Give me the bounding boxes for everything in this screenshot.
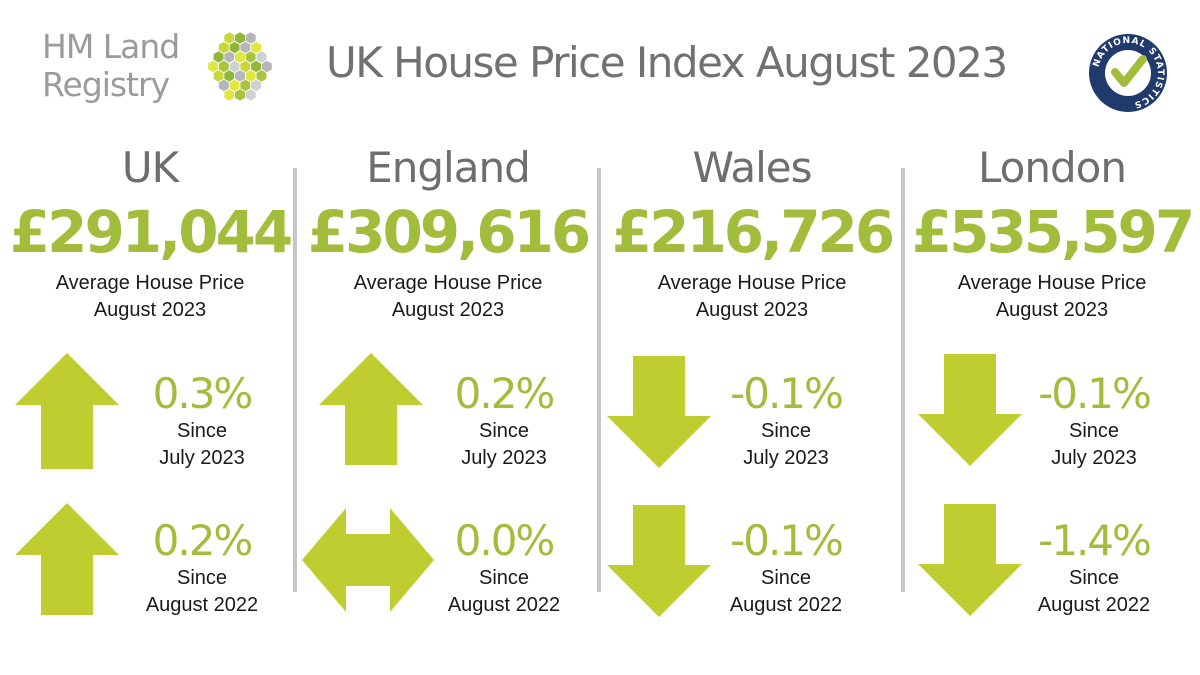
since-line2: July 2023 bbox=[461, 447, 547, 469]
price-label-line2: August 2023 bbox=[995, 299, 1109, 321]
region-column-uk: UK £291,044 Average House Price August 2… bbox=[0, 0, 300, 675]
average-price: £309,616 bbox=[307, 198, 592, 266]
since-line1: Since bbox=[478, 420, 530, 442]
price-label-line1: Average House Price bbox=[657, 272, 847, 294]
national-statistics-badge: NATIONAL STATISTICS bbox=[1089, 34, 1167, 112]
arrow-down-icon bbox=[918, 504, 1022, 616]
arrow-up-icon bbox=[15, 503, 119, 615]
average-price: £216,726 bbox=[611, 198, 896, 266]
annual-change: 0.0% Since August 2022 bbox=[424, 517, 584, 619]
arrow-up-icon bbox=[15, 353, 119, 469]
since-line2: August 2022 bbox=[729, 594, 843, 616]
price-label-line1: Average House Price bbox=[957, 272, 1147, 294]
average-price: £535,597 bbox=[911, 198, 1196, 266]
column-divider bbox=[901, 168, 905, 592]
arrow-down-icon bbox=[607, 505, 711, 617]
since-line1: Since bbox=[478, 567, 530, 589]
arrow-up-icon bbox=[319, 353, 423, 465]
since-line1: Since bbox=[760, 567, 812, 589]
price-label: Average House Price August 2023 bbox=[902, 270, 1200, 324]
average-price: £291,044 bbox=[9, 198, 294, 266]
logo-hexagon bbox=[245, 88, 257, 102]
price-label-line2: August 2023 bbox=[93, 299, 207, 321]
annual-change: 0.2% Since August 2022 bbox=[122, 517, 282, 619]
region-name: Wales bbox=[692, 143, 813, 192]
region-name: UK bbox=[121, 143, 179, 192]
price-label-line1: Average House Price bbox=[55, 272, 245, 294]
arrow-down-icon bbox=[607, 356, 711, 468]
since-line2: July 2023 bbox=[159, 447, 245, 469]
since-line2: August 2022 bbox=[1037, 594, 1151, 616]
region-name: England bbox=[366, 143, 531, 192]
since-line1: Since bbox=[1068, 420, 1120, 442]
monthly-change-value: 0.3% bbox=[152, 369, 254, 418]
price-label-line2: August 2023 bbox=[391, 299, 505, 321]
hex-cluster-logo bbox=[207, 31, 273, 102]
region-name: London bbox=[978, 143, 1127, 192]
arrow-down-icon bbox=[918, 354, 1022, 466]
annual-change-value: -0.1% bbox=[730, 516, 844, 565]
price-label-line2: August 2023 bbox=[695, 299, 809, 321]
annual-change: -0.1% Since August 2022 bbox=[706, 517, 866, 619]
column-divider bbox=[597, 168, 601, 592]
price-label-line1: Average House Price bbox=[353, 272, 543, 294]
since-line1: Since bbox=[760, 420, 812, 442]
since-line2: August 2022 bbox=[145, 594, 259, 616]
annual-change-value: -1.4% bbox=[1038, 516, 1152, 565]
since-line1: Since bbox=[176, 420, 228, 442]
monthly-change-value: -0.1% bbox=[730, 369, 844, 418]
since-line1: Since bbox=[1068, 567, 1120, 589]
price-label: Average House Price August 2023 bbox=[298, 270, 598, 324]
annual-change-value: 0.2% bbox=[152, 516, 254, 565]
region-column-england: England £309,616 Average House Price Aug… bbox=[298, 0, 598, 675]
double-arrow-horizontal-icon bbox=[302, 508, 434, 612]
logo-line-2: Registry bbox=[42, 65, 170, 104]
logo-line-1: HM Land bbox=[42, 27, 180, 66]
since-line2: August 2022 bbox=[447, 594, 561, 616]
since-line2: July 2023 bbox=[743, 447, 829, 469]
region-column-london: London £535,597 Average House Price Augu… bbox=[902, 0, 1200, 675]
price-label: Average House Price August 2023 bbox=[602, 270, 902, 324]
annual-change-value: 0.0% bbox=[454, 516, 556, 565]
monthly-change: 0.2% Since July 2023 bbox=[424, 370, 584, 472]
monthly-change-value: -0.1% bbox=[1038, 369, 1152, 418]
since-line1: Since bbox=[176, 567, 228, 589]
column-divider bbox=[293, 168, 297, 592]
since-line2: July 2023 bbox=[1051, 447, 1137, 469]
monthly-change: -0.1% Since July 2023 bbox=[706, 370, 866, 472]
annual-change: -1.4% Since August 2022 bbox=[1014, 517, 1174, 619]
price-label: Average House Price August 2023 bbox=[0, 270, 300, 324]
hm-land-registry-wordmark: HM Land Registry bbox=[42, 27, 180, 104]
monthly-change-value: 0.2% bbox=[454, 369, 556, 418]
check-icon bbox=[1111, 55, 1147, 87]
region-column-wales: Wales £216,726 Average House Price Augus… bbox=[602, 0, 902, 675]
monthly-change: 0.3% Since July 2023 bbox=[122, 370, 282, 472]
monthly-change: -0.1% Since July 2023 bbox=[1014, 370, 1174, 472]
page-title: UK House Price Index August 2023 bbox=[326, 38, 1008, 87]
